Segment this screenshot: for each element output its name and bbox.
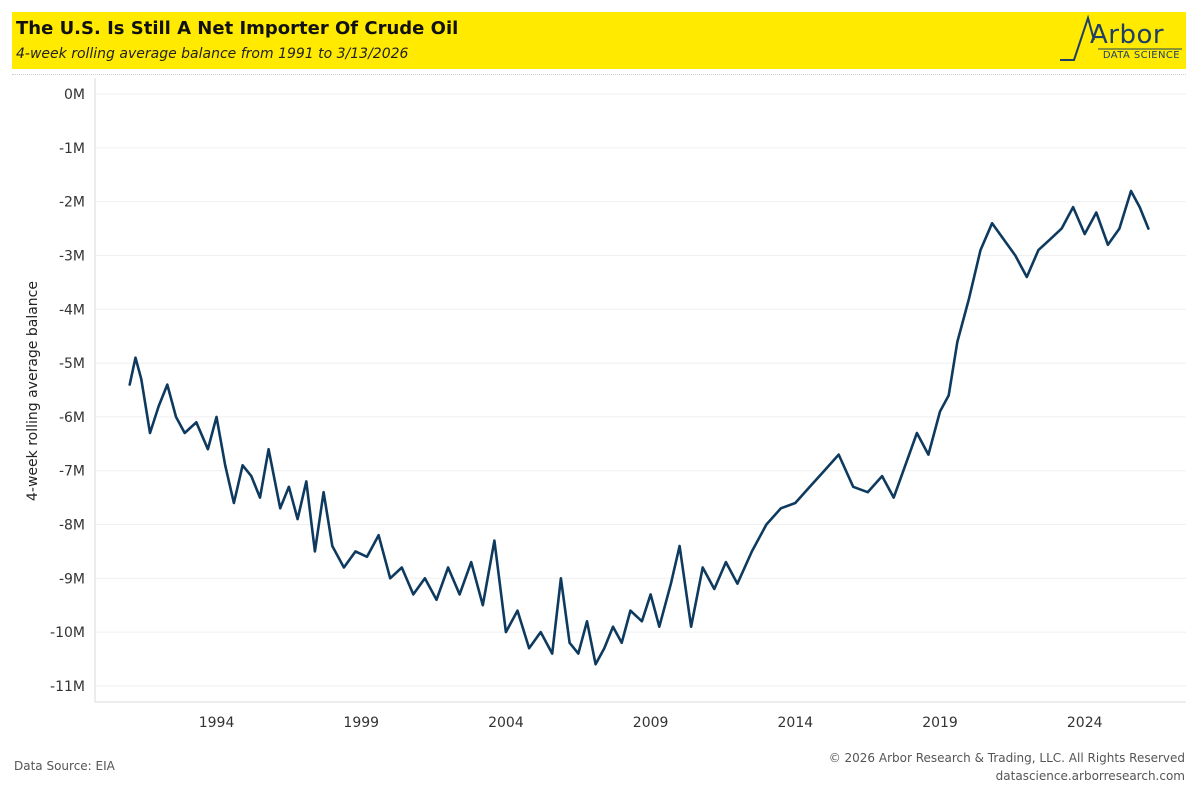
y-tick-label: -9M [59,571,85,587]
y-tick-label: -3M [59,249,85,265]
y-tick-label: -5M [59,356,85,372]
logo-subtext: DATA SCIENCE [1102,50,1180,61]
logo-word: Arbor [1090,20,1165,50]
header-banner: The U.S. Is Still A Net Importer Of Crud… [12,12,1186,69]
series-line [128,189,1150,666]
footer-credits: © 2026 Arbor Research & Trading, LLC. Al… [829,749,1185,785]
x-tick-label: 2009 [633,715,669,731]
website-link[interactable]: datascience.arborresearch.com [995,769,1185,783]
x-tick-label: 2024 [1067,715,1103,731]
y-tick-label: 0M [64,87,85,103]
y-tick-label: -4M [59,302,85,318]
y-tick-label: -7M [59,464,85,480]
copyright-text: © 2026 Arbor Research & Trading, LLC. Al… [828,751,1185,765]
y-tick-label: -2M [59,195,85,211]
header-divider [12,74,1186,75]
data-source: Data Source: EIA [14,759,115,773]
x-tick-label: 1999 [343,715,379,731]
chart-subtitle: 4-week rolling average balance from 1991… [16,46,409,62]
chart-title: The U.S. Is Still A Net Importer Of Crud… [16,18,459,39]
y-tick-label: -10M [50,625,85,641]
y-tick-label: -8M [59,517,85,533]
x-tick-label: 2019 [922,715,958,731]
y-tick-label: -1M [59,141,85,157]
y-tick-label: -6M [59,410,85,426]
arbor-logo: Arbor DATA SCIENCE [1058,14,1184,66]
y-tick-label: -11M [50,679,85,695]
x-tick-label: 2004 [488,715,524,731]
x-tick-label: 1994 [199,715,235,731]
x-tick-label: 2014 [778,715,814,731]
logo-mark-icon [1060,14,1182,61]
